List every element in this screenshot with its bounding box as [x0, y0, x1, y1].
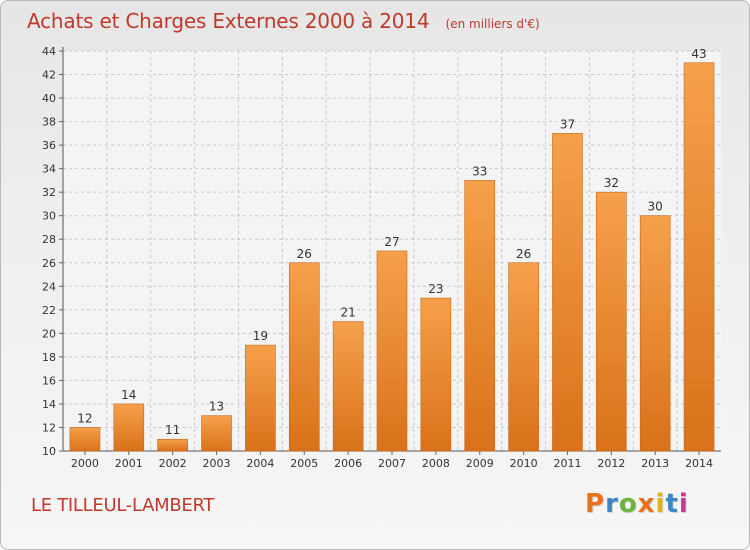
bar-2005 — [288, 262, 320, 452]
logo-letter: x — [637, 489, 656, 519]
data-label-2002: 11 — [165, 423, 180, 437]
logo-letter: P — [585, 489, 606, 519]
bar-2008 — [420, 297, 452, 452]
bar-2013 — [639, 215, 671, 452]
x-tick-labels: 2000 2001 2002 2003 2004 2005 2006 2007 2008 2009… — [71, 457, 713, 470]
x-tick-label-2014: 2014 — [685, 457, 713, 470]
data-label-2010: 26 — [516, 247, 531, 261]
bar-2009 — [464, 180, 496, 452]
data-label-2008: 23 — [428, 282, 443, 296]
x-tick-label-2001: 2001 — [115, 457, 143, 470]
bar-2006 — [332, 321, 364, 452]
bar-2007 — [376, 250, 408, 452]
y-tick-label: 36 — [42, 139, 56, 152]
x-tick-label-2008: 2008 — [422, 457, 450, 470]
data-label-2004: 19 — [253, 329, 268, 343]
bar-2010 — [508, 262, 539, 452]
x-tick-label-2006: 2006 — [334, 457, 362, 470]
x-tick-label-2002: 2002 — [159, 457, 187, 470]
y-tick-label: 10 — [42, 445, 56, 458]
data-label-2007: 27 — [384, 235, 399, 249]
y-tick-label: 20 — [42, 327, 56, 340]
bar-2014 — [683, 62, 715, 452]
x-tick-label-2007: 2007 — [378, 457, 406, 470]
y-tick-label: 44 — [42, 45, 56, 58]
data-label-2009: 33 — [472, 164, 487, 178]
logo-letter: t — [665, 489, 679, 519]
bar-2000 — [69, 427, 101, 452]
chart-title: Achats et Charges Externes 2000 à 2014 (… — [27, 9, 540, 33]
y-tick-label: 22 — [42, 304, 56, 317]
x-tick-label-2009: 2009 — [466, 457, 494, 470]
y-tick-label: 18 — [42, 351, 56, 364]
y-tick-label: 14 — [42, 398, 56, 411]
x-tick-label-2013: 2013 — [641, 457, 669, 470]
y-tick-label: 30 — [42, 210, 56, 223]
data-label-2013: 30 — [648, 200, 663, 214]
x-tick-label-2005: 2005 — [290, 457, 318, 470]
y-tick-label: 42 — [42, 69, 56, 82]
y-tick-label: 34 — [42, 163, 56, 176]
bar-2012 — [596, 191, 627, 452]
x-tick-label-2004: 2004 — [246, 457, 274, 470]
data-label-2011: 37 — [560, 117, 575, 131]
y-tick-labels: 10 12 14 16 18 20 22 24 26 28 30 32 34 36 38 40 42 44 — [42, 45, 56, 458]
bar-2002 — [157, 438, 188, 452]
y-tick-label: 12 — [42, 421, 56, 434]
bar-2003 — [201, 415, 232, 452]
logo-letter: i — [655, 489, 666, 519]
chart-title-text: Achats et Charges Externes 2000 à 2014 — [27, 9, 430, 33]
y-tick-label: 24 — [42, 280, 56, 293]
x-tick-label-2012: 2012 — [597, 457, 625, 470]
data-label-2005: 26 — [297, 247, 312, 261]
y-tick-label: 26 — [42, 257, 56, 270]
y-tick-label: 32 — [42, 186, 56, 199]
y-tick-label: 40 — [42, 92, 56, 105]
y-tick-label: 28 — [42, 233, 56, 246]
x-tick-label-2011: 2011 — [553, 457, 581, 470]
bar-2001 — [113, 403, 145, 452]
data-label-2000: 12 — [77, 411, 92, 425]
data-label-2012: 32 — [604, 176, 619, 190]
bar-2011 — [552, 133, 583, 452]
x-tick-label-2003: 2003 — [203, 457, 231, 470]
commune-name: LE TILLEUL-LAMBERT — [31, 495, 215, 516]
proxiti-logo: Proxiti — [585, 489, 689, 519]
data-label-2003: 13 — [209, 400, 224, 414]
data-label-2014: 43 — [691, 47, 706, 61]
logo-letter: i — [678, 489, 689, 519]
x-tick-label-2000: 2000 — [71, 457, 99, 470]
y-tick-label: 38 — [42, 116, 56, 129]
bar-2004 — [245, 344, 276, 452]
bars — [69, 62, 715, 452]
logo-letter: o — [618, 489, 638, 519]
y-tick-label: 16 — [42, 374, 56, 387]
data-label-2001: 14 — [121, 388, 136, 402]
logo-letter: r — [605, 489, 619, 519]
data-labels: 12 14 11 13 19 26 21 27 23 33 26 37 32 30 43 — [77, 47, 706, 437]
chart-unit: (en milliers d'€) — [445, 17, 540, 31]
data-label-2006: 21 — [340, 306, 355, 320]
x-tick-label-2010: 2010 — [510, 457, 538, 470]
